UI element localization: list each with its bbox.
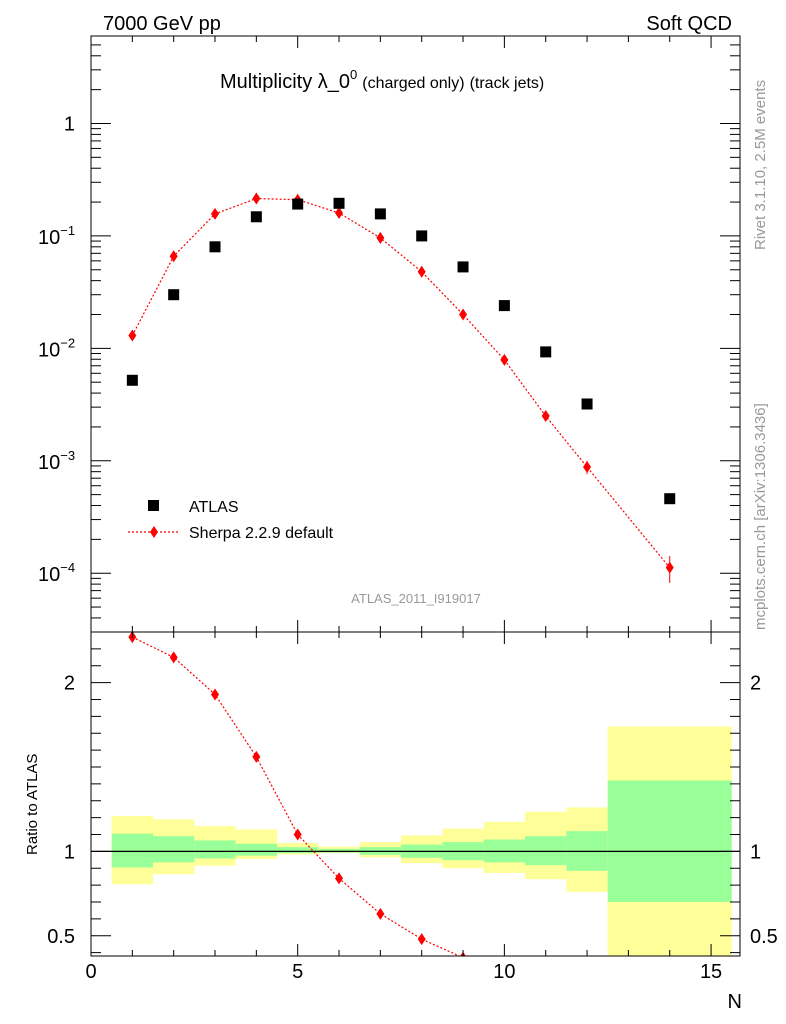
uncertainty-band-inner <box>194 840 236 859</box>
xtick-label: 10 <box>493 961 515 983</box>
mc-point <box>128 329 137 342</box>
ratio-point <box>169 651 178 664</box>
ytick-label: 10−3 <box>38 448 75 474</box>
ratio-point <box>211 688 220 701</box>
atlas-point <box>126 374 138 386</box>
uncertainty-band-inner <box>111 833 154 868</box>
legend: ATLAS Sherpa 2.2.9 default <box>128 499 334 542</box>
mc-point <box>500 353 509 366</box>
ratio-point <box>335 872 344 885</box>
legend-marker-mc <box>150 526 158 538</box>
atlas-point <box>457 261 469 273</box>
uncertainty-band-inner <box>235 843 278 856</box>
ratio-panel: 0 5 10 15 0.5 0.5 1 1 2 2 Ratio to ATLAS N <box>24 631 778 1013</box>
mc-point <box>541 410 550 423</box>
ytick-label-base: 10 <box>38 227 60 249</box>
atlas-point <box>209 241 221 253</box>
mc-point <box>665 561 674 574</box>
uncertainty-band-inner <box>607 780 732 902</box>
xtick-label: 15 <box>700 961 722 983</box>
uncertainty-band-inner <box>318 848 360 853</box>
mc-point <box>252 192 261 205</box>
main-title: Multiplicity λ_00 (charged only) (track je… <box>220 67 544 93</box>
uncertainty-band-inner <box>277 847 319 854</box>
ratio-data-layer <box>128 632 466 956</box>
ratio-point <box>417 933 426 946</box>
atlas-point <box>540 346 552 358</box>
main-title-text: Multiplicity λ_0 <box>220 71 350 93</box>
mc-point <box>417 265 426 278</box>
mc-point <box>376 231 385 244</box>
main-frame <box>90 35 741 633</box>
atlas-point <box>333 197 345 209</box>
header-left: 7000 GeV pp <box>103 13 221 35</box>
ratio-axes: 0 5 10 15 0.5 0.5 1 1 2 2 <box>47 632 778 983</box>
xaxis-label: N <box>728 991 742 1013</box>
atlas-point <box>416 230 428 242</box>
main-title-sub1: (charged only) <box>362 75 464 92</box>
side-rivet: Rivet 3.1.10, 2.5M events <box>752 80 769 250</box>
xtick-label: 0 <box>85 961 96 983</box>
header-right: Soft QCD <box>646 13 732 35</box>
ratio-point <box>293 828 302 841</box>
ratio-point <box>376 907 385 920</box>
ytick-label: 0.5 <box>47 926 75 948</box>
ytick-label: 10−4 <box>38 560 75 586</box>
atlas-point <box>581 398 593 410</box>
main-title-sub2: (track jets) <box>470 75 545 92</box>
ratio-frame <box>90 631 741 957</box>
ytick-label-right: 0.5 <box>750 926 778 948</box>
ratio-ylabel: Ratio to ATLAS <box>24 754 41 855</box>
atlas-point <box>374 208 386 220</box>
main-axes: 110−110−210−310−4 <box>38 35 740 633</box>
ytick-label: 1 <box>64 841 75 863</box>
side-mcplots: mcplots.cern.ch [arXiv:1306.3436] <box>752 403 769 630</box>
ratio-point <box>252 750 261 763</box>
ytick-label-right: 2 <box>750 673 761 695</box>
ytick-label: 10−1 <box>38 223 75 249</box>
uncertainty-band-inner <box>525 836 567 866</box>
mc-point <box>211 207 220 220</box>
main-title-sup: 0 <box>350 67 357 82</box>
ytick-label-base: 10 <box>38 452 60 474</box>
ytick-label-base: 10 <box>38 339 60 361</box>
atlas-point <box>168 289 180 301</box>
xtick-label: 5 <box>292 961 303 983</box>
watermark: ATLAS_2011_I919017 <box>351 591 481 606</box>
legend-label-mc: Sherpa 2.2.9 default <box>189 525 334 542</box>
main-panel: 110−110−210−310−4 Multiplicity λ_00(char… <box>38 35 741 633</box>
atlas-point <box>250 211 262 223</box>
mc-point <box>583 461 592 474</box>
ytick-label-exp: −2 <box>60 335 75 350</box>
uncertainty-band-inner <box>153 836 195 863</box>
legend-marker-atlas <box>148 500 159 511</box>
ytick-label-exp: −4 <box>60 560 75 575</box>
mc-point <box>169 250 178 263</box>
ytick-label: 1 <box>64 113 75 135</box>
ytick-label-exp: −1 <box>60 223 75 238</box>
ytick-label-exp: −3 <box>60 448 75 463</box>
main-data-layer <box>126 192 676 583</box>
ytick-label-base: 10 <box>38 564 60 586</box>
atlas-point <box>498 300 510 312</box>
atlas-point <box>292 198 304 210</box>
ratio-bands <box>91 726 740 956</box>
ytick-label: 2 <box>64 673 75 695</box>
mc-point <box>335 206 344 219</box>
ytick-label: 10−2 <box>38 335 75 361</box>
atlas-point <box>664 493 676 505</box>
legend-label-atlas: ATLAS <box>189 499 239 516</box>
mc-point <box>459 308 468 321</box>
ytick-label-right: 1 <box>750 841 761 863</box>
